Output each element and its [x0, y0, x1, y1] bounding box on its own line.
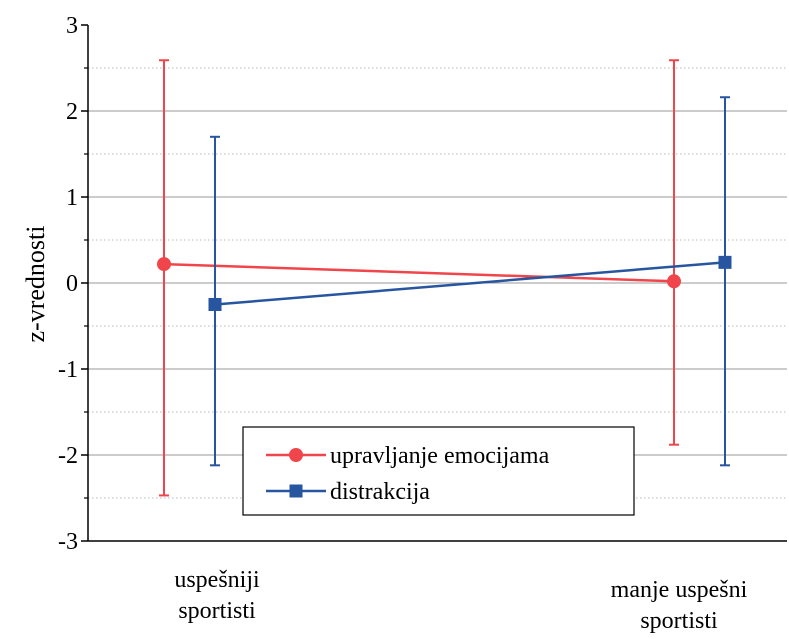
- legend-box: [242, 426, 635, 516]
- data-point-marker: [208, 298, 222, 311]
- y-tick-label: 0: [66, 271, 78, 297]
- legend-marker: [289, 448, 303, 462]
- series-upravljanje-emocijama: [157, 59, 681, 497]
- x-category-label: manje uspešni: [611, 577, 748, 603]
- data-point-marker: [667, 274, 681, 289]
- legend-marker: [289, 484, 303, 498]
- series-layer: [157, 59, 732, 497]
- axes: -3 -2 -1 0 1 2 3 uspešniji sportisti manje uspešn…: [58, 13, 787, 634]
- x-category-label: uspešniji: [174, 567, 260, 593]
- y-tick-label: 3: [66, 13, 78, 39]
- series-line: [214, 261, 726, 306]
- y-tick-label: -2: [58, 443, 78, 469]
- y-tick-label: 2: [66, 99, 78, 125]
- x-category-label: sportisti: [640, 608, 718, 634]
- series-line: [163, 262, 675, 283]
- legend-label: upravljanje emocijama: [330, 443, 550, 469]
- series-distrakcija: [208, 96, 732, 467]
- legend-label: distrakcija: [330, 479, 430, 505]
- y-tick-label: 1: [66, 185, 78, 211]
- data-point-marker: [718, 255, 732, 269]
- y-axis-label: z-vrednosti: [21, 226, 50, 343]
- data-point-marker: [157, 257, 171, 272]
- y-tick-label: -1: [58, 357, 78, 383]
- y-tick-label: -3: [58, 529, 78, 555]
- x-category-label: sportisti: [178, 598, 256, 624]
- legend: upravljanje emocijama distrakcija: [242, 426, 635, 516]
